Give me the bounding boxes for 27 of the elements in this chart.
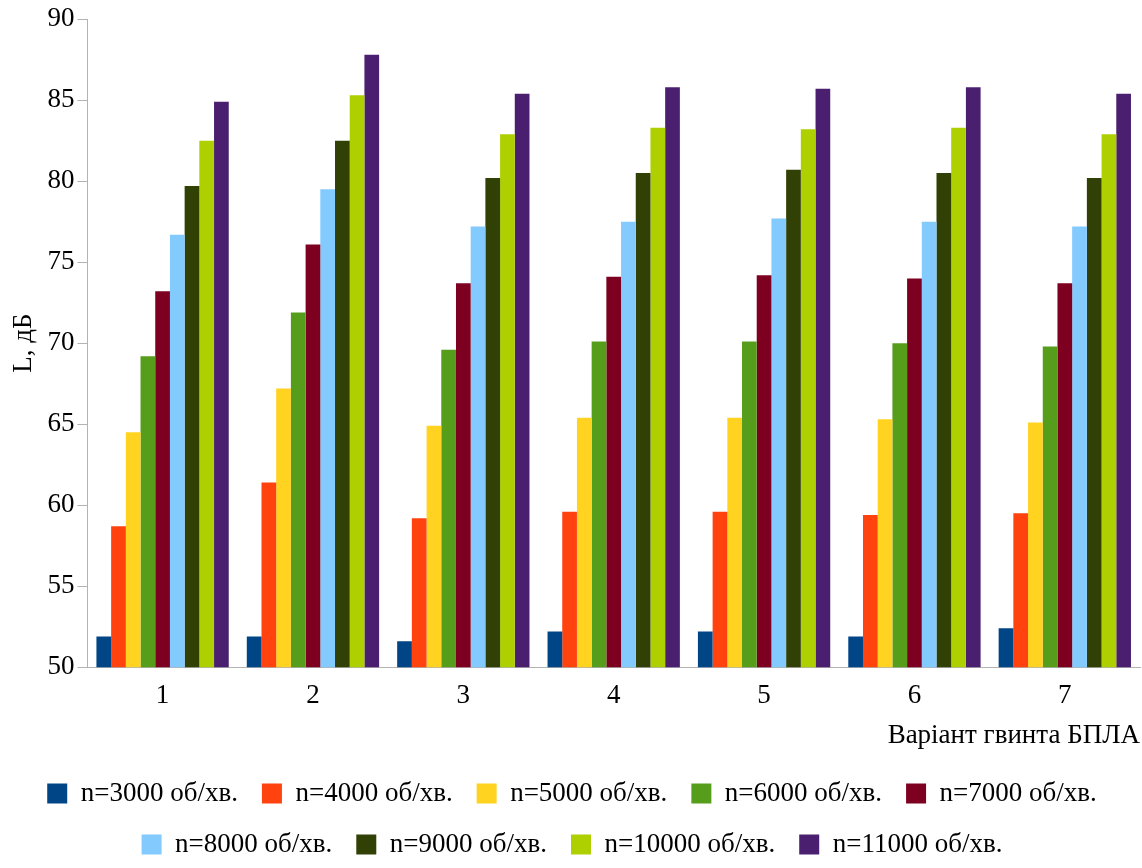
y-tick-label: 80 xyxy=(47,164,75,195)
y-axis-title: L, дБ xyxy=(7,313,38,373)
legend-label: n=8000 об/хв. xyxy=(175,827,333,858)
legend-label: n=4000 об/хв. xyxy=(295,776,453,807)
legend-label: n=5000 об/хв. xyxy=(510,776,668,807)
x-tick-label: 4 xyxy=(606,679,621,710)
y-tick-label: 60 xyxy=(47,488,75,519)
x-tick-label: 1 xyxy=(155,679,170,710)
y-tick-label: 75 xyxy=(47,245,75,276)
legend-label: n=10000 об/хв. xyxy=(604,827,776,858)
y-tick-label: 90 xyxy=(47,2,75,33)
y-tick-label: 50 xyxy=(47,650,75,681)
legend-label: n=3000 об/хв. xyxy=(80,776,238,807)
x-tick-label: 5 xyxy=(757,679,771,710)
legend-label: n=11000 об/хв. xyxy=(832,827,1003,858)
y-tick-label: 85 xyxy=(47,83,75,114)
y-tick-label: 55 xyxy=(47,569,75,600)
x-tick-label: 6 xyxy=(907,679,922,710)
legend-label: n=7000 об/хв. xyxy=(939,776,1097,807)
x-tick-label: 7 xyxy=(1058,679,1072,710)
y-tick-label: 65 xyxy=(47,407,75,438)
x-tick-label: 3 xyxy=(456,679,471,710)
y-tick-label: 70 xyxy=(47,326,75,357)
legend-label: n=6000 об/хв. xyxy=(724,776,883,807)
x-axis-title: Варіант гвинта БПЛА xyxy=(887,718,1141,749)
x-tick-label: 2 xyxy=(306,679,320,710)
legend-label: n=9000 об/хв. xyxy=(389,827,548,858)
